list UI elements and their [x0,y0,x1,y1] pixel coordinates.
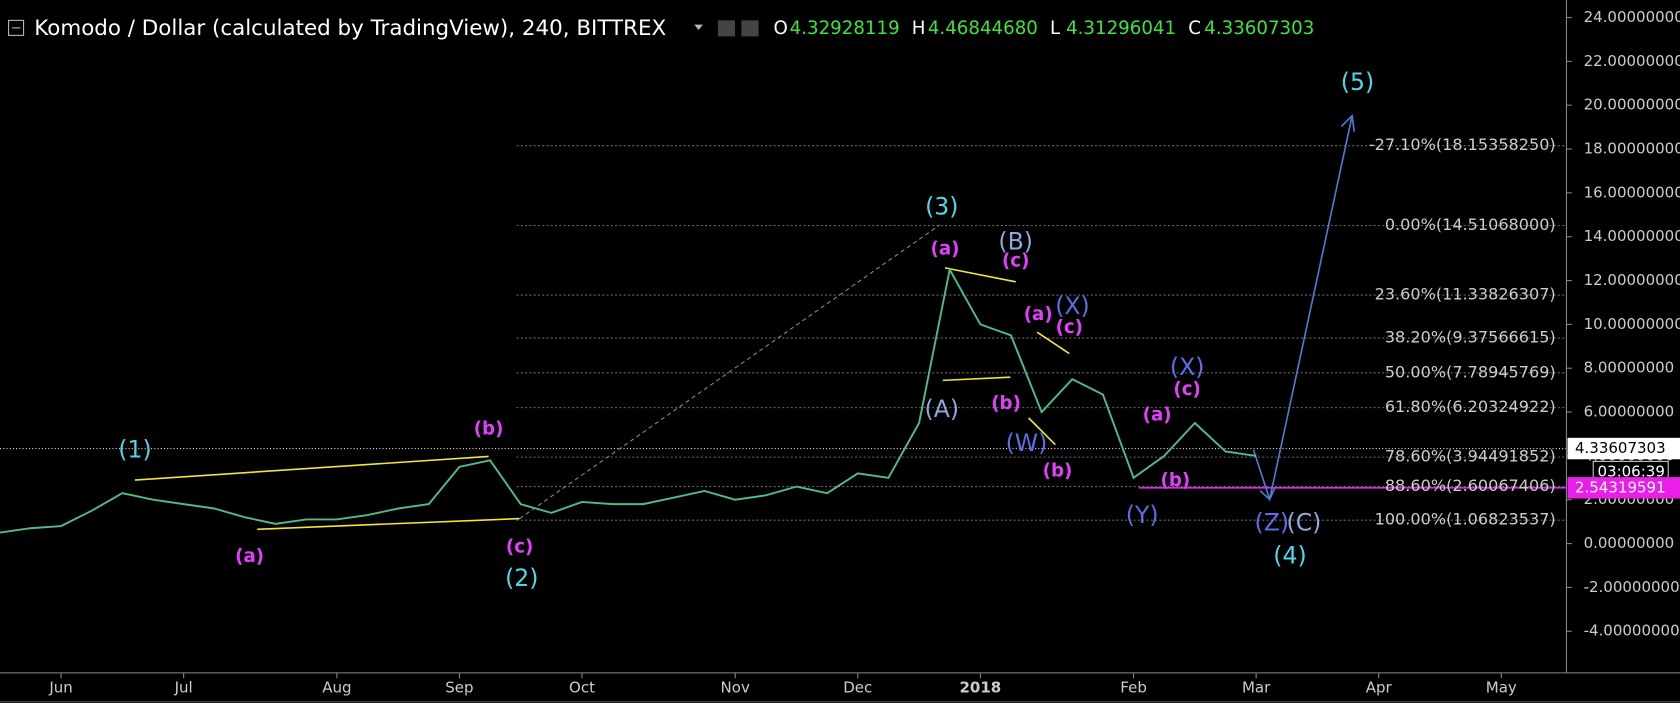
y-tick-label: 14.00000000 [1584,227,1680,245]
trendline [1036,331,1070,355]
y-tick-label: 18.00000000 [1584,140,1680,158]
y-tick-label: 22.00000000 [1584,52,1680,70]
wave-label: (b) [474,419,504,440]
y-tick-label: 10.00000000 [1584,315,1680,333]
wave-label: (5) [1341,68,1374,96]
ohlc-values: O 4.32928119 H 4.46844680 L 4.31296041 C 4.3360… [774,18,1315,39]
last-price-box [1567,437,1680,460]
grid-layer [0,145,1567,521]
trendlines [134,267,1070,531]
trendline [1028,417,1056,446]
x-tick-label: Sep [445,678,473,696]
wave-label: (3) [925,192,958,220]
trendline [257,517,520,531]
ohlc-value: 4.33607303 [1204,18,1314,39]
wave-label: (B) [998,228,1033,256]
projection-arrow [1252,114,1356,503]
wave-label: (c) [1173,379,1200,400]
ohlc-key: L [1050,18,1061,39]
wave-label: (a) [931,239,960,260]
settings-icon[interactable] [741,20,759,37]
wave-label: (W) [1006,429,1048,457]
wave-label: (a) [235,546,264,567]
fib-trend-line [519,224,940,520]
y-tick-label: 20.00000000 [1584,96,1680,114]
wave-label: (b) [1161,470,1191,491]
wave-label: (c) [1002,250,1029,271]
wave-label: (b) [1043,460,1073,481]
x-tick-label: Mar [1242,678,1271,696]
wave-label: (4) [1273,542,1306,570]
ohlc-value: 4.31296041 [1066,18,1176,39]
y-tick-label: 6.00000000 [1584,403,1675,421]
ohlc-value: 4.46844680 [928,18,1038,39]
x-tick-label: Jul [174,678,193,696]
wave-label: (C) [1287,508,1322,536]
ohlc-key: O [774,18,788,39]
wave-label: (c) [506,537,533,558]
wave-label: (2) [505,564,538,592]
dropdown-icon[interactable] [694,24,703,31]
data-layer [0,266,1257,534]
wave-label: (X) [1055,292,1090,320]
x-tick-label: Aug [322,678,351,696]
y-tick-label: 12.00000000 [1584,271,1680,289]
collapse-icon[interactable] [8,19,25,36]
trendline [944,267,1016,283]
x-tick-label: 2018 [959,678,1001,696]
wave-label: (a) [1143,405,1172,426]
x-tick-label: Dec [843,678,872,696]
x-tick-label: Apr [1366,678,1393,696]
wave-label: (Z) [1255,508,1290,536]
x-tick-label: Jun [48,678,72,696]
fib-level-label: 50.00%(7.78945769) [1385,362,1556,381]
visibility-icon[interactable] [717,20,735,37]
fib-level-label: 38.20%(9.37566615) [1385,328,1556,347]
chart-title: Komodo / Dollar (calculated by TradingVi… [34,16,666,41]
fib-level-label: 88.60%(2.60067406) [1385,476,1556,495]
level-label: 2.54319591 [1575,478,1666,496]
fib-level-label: 78.60%(3.94491852) [1385,447,1556,466]
x-tick-label: Oct [569,678,595,696]
trendline [134,455,489,481]
arrow-head [1340,114,1356,132]
y-tick-label: -4.00000000 [1584,622,1680,640]
ohlc-key: C [1188,18,1201,39]
y-tick-label: 8.00000000 [1584,359,1675,377]
fib-level-label: 61.80%(6.20324922) [1385,397,1556,416]
y-tick-label: 24.00000000 [1584,8,1680,26]
last-price-label: 4.33607303 [1575,439,1666,457]
wave-label: (b) [991,393,1021,414]
x-tick-label: Feb [1120,678,1147,696]
wave-label: (Y) [1126,501,1159,529]
y-tick-label: 16.00000000 [1584,183,1680,201]
fib-level-label: 23.60%(11.33826307) [1375,285,1556,304]
arrow-head [1259,487,1276,501]
text-layer: 24.00000000 22.00000000 20.00000000 18.0000… [48,8,1680,696]
fib-level-label: 100.00%(1.06823537) [1375,510,1556,529]
x-tick-label: May [1486,678,1517,696]
y-tick-label: 0.00000000 [1584,534,1675,552]
fib-level-label: -27.10%(18.15358250) [1369,135,1556,154]
wave-label: (1) [118,436,151,464]
wave-label: (A) [925,395,960,423]
level-box [1567,477,1680,499]
fib-level-label: 0.00%(14.51068000) [1385,215,1556,234]
wave-label: (X) [1170,353,1205,381]
countdown-label: 03:06:39 [1598,463,1665,481]
y-tick-label: -2.00000000 [1584,578,1680,596]
wave-label: (a) [1024,304,1053,325]
ohlc-value: 4.32928119 [790,18,900,39]
wave-label: (c) [1056,317,1083,338]
trendline [942,376,1011,382]
x-tick-label: Nov [721,678,750,696]
price-line [0,266,1257,534]
ohlc-key: H [912,18,926,39]
